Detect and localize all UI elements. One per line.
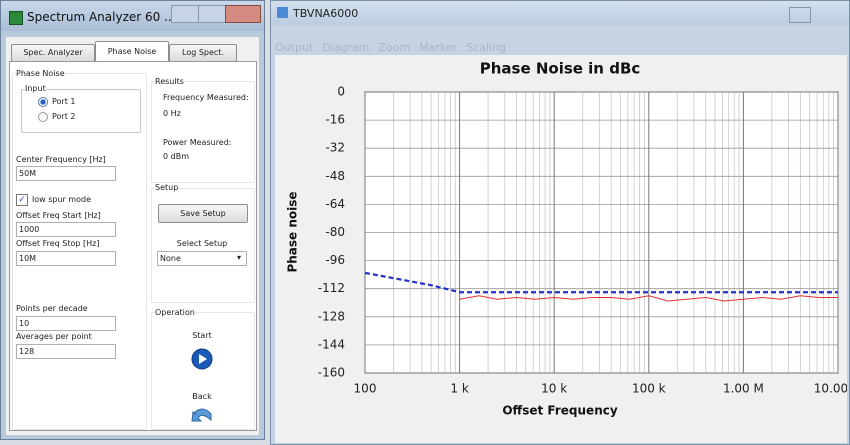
y-tick-label: -32 [325, 141, 345, 155]
app-icon [9, 11, 23, 25]
dropdown-arrow: ▾ [237, 253, 242, 262]
close-button[interactable] [812, 7, 842, 21]
menu-item[interactable]: Zoom [378, 41, 411, 54]
y-tick-label: -48 [325, 169, 345, 183]
result-value: 0 dBm [163, 152, 189, 161]
radio-checked[interactable] [38, 97, 48, 107]
field-label: Select Setup [176, 239, 228, 248]
save-button[interactable]: Save Setup [158, 204, 248, 223]
chart-title: Phase Noise in dBc [480, 60, 641, 78]
text-input[interactable]: 50M [16, 166, 116, 181]
x-tick-label: 100 k [632, 382, 666, 396]
start-button[interactable] [191, 348, 213, 370]
radio[interactable] [38, 112, 48, 122]
tab-selected[interactable]: Phase Noise [95, 41, 169, 62]
back-button[interactable] [190, 406, 214, 426]
tab[interactable]: Spec. Analyzer [11, 44, 95, 62]
phase-noise-group [12, 73, 147, 430]
app-icon [277, 7, 288, 18]
field-label: Averages per point [16, 332, 92, 341]
tab-panel [9, 61, 257, 431]
y-tick-label: -112 [318, 281, 345, 295]
setup-group [151, 188, 255, 303]
window-title: Spectrum Analyzer 60 ... [27, 10, 176, 24]
minimize-button[interactable] [766, 7, 786, 21]
maximize-button[interactable] [789, 7, 811, 23]
select[interactable]: None [157, 251, 247, 266]
field-label: Center Frequency [Hz] [16, 155, 106, 164]
checkbox-label: low spur mode [32, 195, 92, 204]
menu-item[interactable]: Scaling [466, 41, 507, 54]
maximize-button[interactable] [198, 5, 226, 23]
menu-bar: Output Diagram Zoom Marker Scaling [275, 41, 845, 55]
results-group [151, 81, 255, 183]
close-button[interactable] [225, 5, 261, 23]
x-axis-label: Offset Frequency [502, 404, 618, 418]
group-title: Results [155, 77, 184, 86]
y-tick-label: -96 [325, 253, 345, 267]
x-tick-label: 100 [354, 382, 377, 396]
chart: Phase Noise in dBc Offset Frequency Phas… [275, 55, 847, 443]
result-label: Power Measured: [163, 138, 232, 147]
result-label: Frequency Measured: [163, 93, 249, 102]
y-tick-label: -64 [325, 197, 345, 211]
checkbox[interactable]: ✓ [16, 194, 28, 206]
group-title: Phase Noise [16, 69, 65, 78]
x-tick-label: 10.00 M [814, 382, 847, 396]
button-label: Start [192, 331, 212, 340]
result-value: 0 Hz [163, 109, 181, 118]
group-title: Operation [155, 308, 195, 317]
tab[interactable]: Log Spect. [169, 44, 237, 62]
y-axis-label: Phase noise [286, 191, 300, 272]
left-window: Spectrum Analyzer 60 ... Spec. Analyzer … [0, 0, 265, 440]
x-tick-label: 10 k [541, 382, 567, 396]
y-tick-label: -80 [325, 225, 345, 239]
text-input[interactable]: 1000 [16, 222, 116, 237]
title-bar [271, 1, 849, 25]
menu-item[interactable]: Diagram [322, 41, 370, 54]
radio-label: Port 1 [52, 97, 76, 106]
text-input[interactable]: 10 [16, 316, 116, 331]
data-line [364, 271, 838, 294]
group-title: Input [25, 84, 46, 93]
minimize-button[interactable] [171, 5, 199, 23]
button-label: Back [192, 392, 212, 401]
y-tick-label: -160 [318, 366, 345, 380]
operation-group [151, 312, 255, 430]
text-input[interactable]: 10M [16, 251, 116, 266]
x-tick-label: 1 k [450, 382, 468, 396]
input-group [21, 89, 141, 133]
x-tick-label: 1.00 M [723, 382, 764, 396]
field-label: Offset Freq Stop [Hz] [16, 239, 100, 248]
radio-label: Port 2 [52, 112, 76, 121]
group-title: Setup [155, 183, 179, 192]
field-label: Offset Freq Start [Hz] [16, 211, 101, 220]
field-label: Points per decade [16, 304, 88, 313]
text-input[interactable]: 128 [16, 344, 116, 359]
y-tick-label: -16 [325, 113, 345, 127]
data-line [459, 295, 838, 302]
window-title: TBVNA6000 [293, 7, 359, 20]
y-tick-label: 0 [337, 85, 345, 99]
y-tick-label: -128 [318, 309, 345, 323]
menu-item[interactable]: Output [275, 41, 314, 54]
y-tick-label: -144 [318, 337, 345, 351]
menu-item[interactable]: Marker [419, 41, 458, 54]
